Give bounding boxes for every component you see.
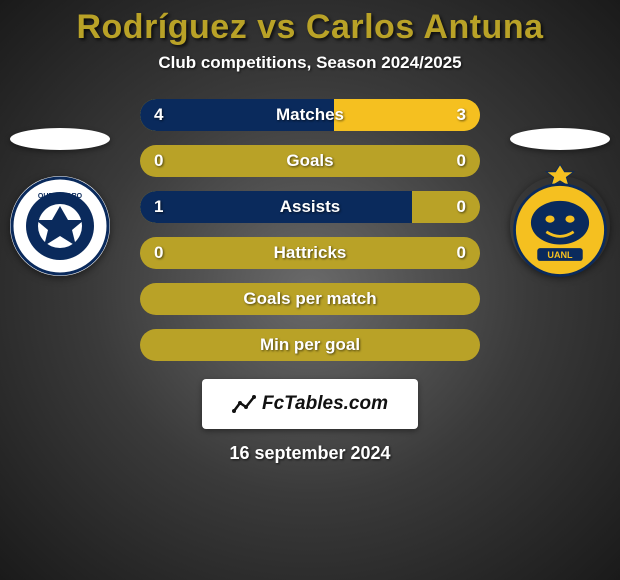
subtitle: Club competitions, Season 2024/2025 — [158, 53, 461, 73]
player-left-badge: QUERETARO — [10, 128, 110, 276]
stat-row: Goals per match — [140, 283, 480, 315]
brand-text: FcTables.com — [262, 393, 388, 415]
stat-label: Goals — [140, 145, 480, 177]
stats-container: Matches43Goals00Assists10Hattricks00Goal… — [140, 99, 480, 361]
stat-row: Hattricks0 0 — [140, 237, 480, 269]
chart-icon — [232, 393, 258, 415]
brand-logo: FcTables.com — [232, 393, 388, 415]
stat-row: Min per goal — [140, 329, 480, 361]
stat-label: Hattricks — [140, 237, 480, 269]
stat-value-right: 3 — [457, 99, 466, 131]
club-logo-left: QUERETARO — [10, 176, 110, 276]
stat-label: Matches — [140, 99, 480, 131]
brand-box: FcTables.com — [202, 379, 418, 429]
stat-row: Assists1 0 — [140, 191, 480, 223]
infographic: Rodríguez vs Carlos Antuna Club competit… — [0, 0, 620, 580]
stat-value-left: 0 — [154, 237, 163, 269]
svg-text:QUERETARO: QUERETARO — [38, 193, 83, 200]
stat-label: Min per goal — [140, 329, 480, 361]
tigres-logo-icon: UANL — [510, 157, 610, 283]
stat-value-right: 0 — [457, 191, 466, 223]
stat-label: Goals per match — [140, 283, 480, 315]
stat-value-left: 1 — [154, 191, 163, 223]
page-title: Rodríguez vs Carlos Antuna — [76, 8, 543, 47]
avatar-placeholder-left — [10, 128, 110, 150]
queretaro-logo-icon: QUERETARO — [10, 176, 110, 276]
avatar-placeholder-right — [510, 128, 610, 150]
player-right-badge: UANL — [510, 128, 610, 276]
club-logo-right: UANL — [510, 176, 610, 276]
stat-label: Assists — [140, 191, 480, 223]
stat-row: Goals0 0 — [140, 145, 480, 177]
stat-value-right: 0 — [457, 237, 466, 269]
stat-value-left: 4 — [154, 99, 163, 131]
stat-value-right: 0 — [457, 145, 466, 177]
footer-date: 16 september 2024 — [229, 443, 390, 464]
stat-row: Matches4 3 — [140, 99, 480, 131]
svg-text:UANL: UANL — [547, 250, 573, 260]
stat-value-left: 0 — [154, 145, 163, 177]
